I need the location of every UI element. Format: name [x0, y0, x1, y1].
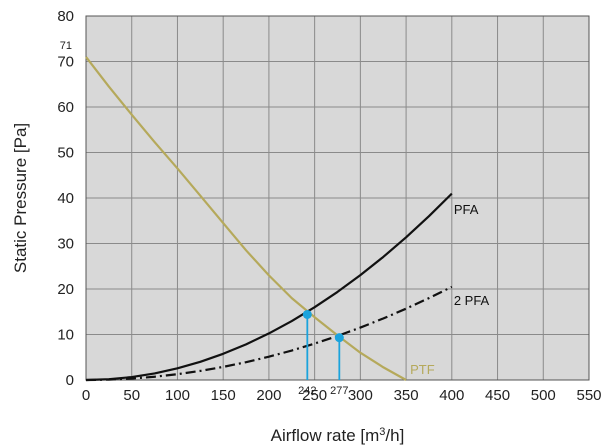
x-tick-label: 100 — [165, 387, 190, 404]
x-tick-label: 500 — [531, 387, 556, 404]
series-label-2-pfa: 2 PFA — [454, 293, 490, 308]
x-axis-title-main: Airflow rate [m — [271, 426, 380, 445]
series-line-2-pfa — [85, 285, 453, 382]
x-tick-label: 400 — [439, 387, 464, 404]
x-axis-title: Airflow rate [m3/h] — [271, 426, 405, 445]
y-tick-label: 40 — [57, 190, 74, 207]
y-axis-title: Static Pressure [Pa] — [11, 123, 30, 273]
x-tick-label: 450 — [485, 387, 510, 404]
x-tick-label: 550 — [576, 387, 601, 404]
annotation-label: 71 — [60, 40, 72, 52]
operating-points: 242 277 — [298, 309, 349, 397]
x-axis-title-superscript: 3 — [379, 426, 385, 438]
series-label-pfa: PFA — [454, 202, 479, 217]
series-label-ptf: PTF — [410, 362, 435, 377]
x-tick-label: 300 — [348, 387, 373, 404]
operating-point-label: 277 — [330, 385, 348, 397]
y-tick-label: 70 — [57, 54, 74, 71]
x-axis-title-tail: /h] — [385, 426, 404, 445]
y-tick-label: 50 — [57, 145, 74, 162]
y-tick-label: 30 — [57, 236, 74, 253]
y-tick-label: 80 — [57, 8, 74, 25]
plot-frame — [85, 15, 590, 381]
annotations: 71 — [60, 40, 72, 52]
operating-point-label: 242 — [298, 385, 316, 397]
operating-point-marker — [334, 333, 344, 343]
x-tick-label: 150 — [211, 387, 236, 404]
series-line-pfa — [85, 192, 453, 382]
y-tick-label: 10 — [57, 327, 74, 344]
x-tick-label: 50 — [123, 387, 140, 404]
y-tick-label: 0 — [66, 372, 74, 389]
y-tick-label: 20 — [57, 281, 74, 298]
x-tick-labels: 0 50 100 150 200 250 300 350 400 450 500 550 — [82, 387, 602, 404]
x-tick-label: 0 — [82, 387, 90, 404]
x-tick-label: 350 — [394, 387, 419, 404]
operating-point-marker — [302, 309, 312, 319]
y-tick-label: 60 — [57, 99, 74, 116]
series: PFA 2 PFA PTF — [85, 56, 490, 382]
series-line-ptf — [85, 56, 407, 381]
x-tick-label: 200 — [256, 387, 281, 404]
y-tick-labels: 0 10 20 30 40 50 60 70 80 — [57, 8, 74, 389]
x-tick-label: 250 — [302, 387, 327, 404]
